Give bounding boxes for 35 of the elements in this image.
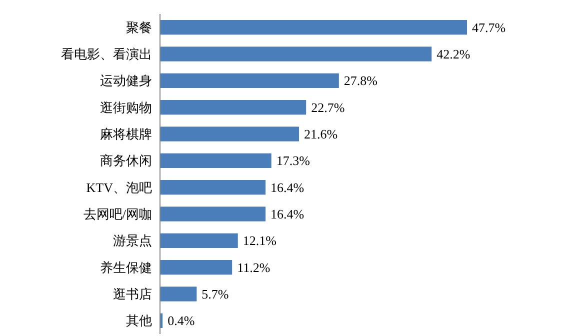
bar [160,73,339,88]
data-label: 11.2% [237,260,270,275]
data-label: 21.6% [304,126,338,142]
data-label: 47.7% [472,20,506,35]
data-label: 27.8% [344,73,378,88]
y-tick-label: 运动健身 [100,73,152,88]
y-tick-label: 商务休闲 [100,153,152,168]
data-label: 16.4% [270,180,304,195]
bar [160,233,238,248]
bar [160,286,197,302]
y-tick-label: 游景点 [113,233,152,248]
data-label: 17.3% [276,153,310,168]
y-tick-label: 看电影、看演出 [61,46,152,62]
y-tick-label: 养生保健 [100,260,152,275]
bar [160,260,232,275]
bar [160,153,272,168]
y-tick-label: 逛书店 [113,286,152,302]
y-tick-label: KTV、泡吧 [86,180,152,195]
data-label: 42.2% [436,46,470,62]
bar [160,180,266,195]
bar [160,206,266,222]
y-tick-label: 其他 [126,313,152,328]
data-label: 12.1% [242,233,277,248]
data-label: 16.4% [270,206,304,222]
y-tick-label: 逛街购物 [100,100,152,115]
data-label: 22.7% [311,100,345,115]
y-tick-label: 聚餐 [126,20,152,35]
data-label: 5.7% [202,286,229,302]
y-tick-label: 去网吧/网咖 [83,206,152,222]
y-tick-label: 麻将棋牌 [100,126,152,142]
data-label: 0.4% [168,313,195,328]
bar [160,20,467,35]
bar [160,46,432,62]
bar [160,100,306,115]
bar [160,126,300,142]
